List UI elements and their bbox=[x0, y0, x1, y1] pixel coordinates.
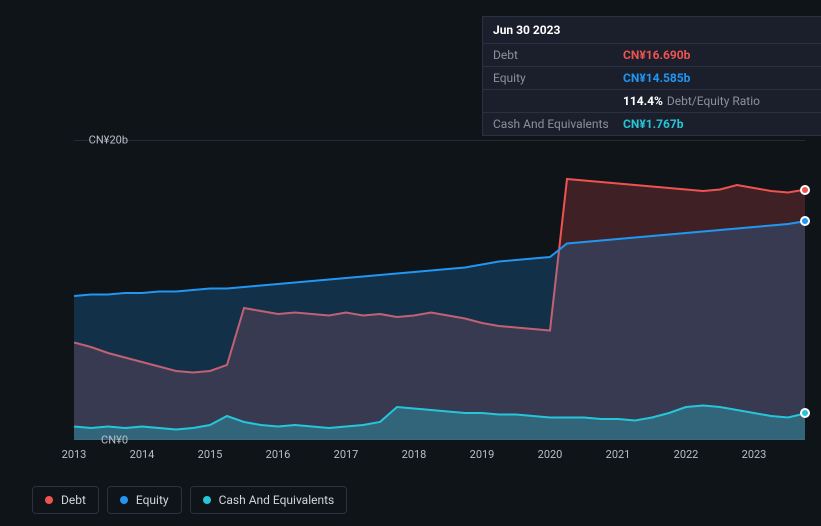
chart-legend: Debt Equity Cash And Equivalents bbox=[32, 486, 347, 514]
tooltip-value: CN¥1.767b bbox=[623, 117, 684, 131]
tooltip-value: 114.4%Debt/Equity Ratio bbox=[623, 94, 760, 108]
x-axis: 2013201420152016201720182019202020212022… bbox=[74, 448, 805, 468]
tooltip-label: Debt bbox=[493, 48, 623, 62]
tooltip-value: CN¥14.585b bbox=[623, 71, 690, 85]
tooltip-label bbox=[493, 94, 623, 108]
series-end-marker bbox=[800, 185, 810, 195]
x-axis-label: 2013 bbox=[62, 448, 87, 461]
tooltip-label: Cash And Equivalents bbox=[493, 117, 623, 131]
x-axis-label: 2016 bbox=[266, 448, 291, 461]
x-axis-label: 2017 bbox=[334, 448, 359, 461]
x-axis-label: 2014 bbox=[130, 448, 155, 461]
legend-label: Debt bbox=[61, 493, 86, 507]
tooltip-row: EquityCN¥14.585b bbox=[483, 67, 821, 90]
legend-item-cash-and-equivalents[interactable]: Cash And Equivalents bbox=[190, 486, 348, 514]
x-axis-label: 2019 bbox=[470, 448, 495, 461]
legend-label: Cash And Equivalents bbox=[219, 493, 335, 507]
y-axis-label: CN¥20b bbox=[89, 134, 128, 147]
tooltip-row: Cash And EquivalentsCN¥1.767b bbox=[483, 113, 821, 135]
x-axis-label: 2015 bbox=[198, 448, 223, 461]
plot-area[interactable]: CN¥0CN¥20b bbox=[74, 140, 805, 440]
tooltip-row: DebtCN¥16.690b bbox=[483, 44, 821, 67]
chart-svg bbox=[74, 140, 805, 440]
legend-item-equity[interactable]: Equity bbox=[107, 486, 182, 514]
x-axis-label: 2021 bbox=[606, 448, 631, 461]
chart-container: Jun 30 2023 DebtCN¥16.690bEquityCN¥14.58… bbox=[16, 0, 805, 526]
series-end-marker bbox=[800, 408, 810, 418]
legend-dot-icon bbox=[120, 496, 128, 504]
legend-item-debt[interactable]: Debt bbox=[32, 486, 99, 514]
tooltip-extra: Debt/Equity Ratio bbox=[667, 94, 760, 108]
legend-label: Equity bbox=[136, 493, 169, 507]
chart-tooltip: Jun 30 2023 DebtCN¥16.690bEquityCN¥14.58… bbox=[482, 16, 821, 136]
x-axis-label: 2022 bbox=[674, 448, 699, 461]
series-end-marker bbox=[800, 216, 810, 226]
y-axis-label: CN¥0 bbox=[101, 434, 128, 447]
tooltip-row: 114.4%Debt/Equity Ratio bbox=[483, 90, 821, 113]
tooltip-value: CN¥16.690b bbox=[623, 48, 690, 62]
tooltip-label: Equity bbox=[493, 71, 623, 85]
x-axis-label: 2018 bbox=[402, 448, 427, 461]
legend-dot-icon bbox=[203, 496, 211, 504]
x-axis-label: 2020 bbox=[538, 448, 563, 461]
tooltip-date: Jun 30 2023 bbox=[483, 17, 821, 44]
x-axis-label: 2023 bbox=[742, 448, 767, 461]
legend-dot-icon bbox=[45, 496, 53, 504]
